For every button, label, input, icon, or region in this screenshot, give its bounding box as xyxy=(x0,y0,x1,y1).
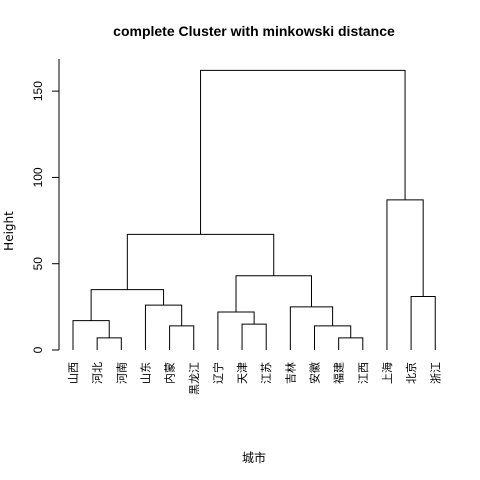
y-tick-label: 100 xyxy=(31,167,45,187)
dendrogram-link xyxy=(217,311,255,350)
dendrogram-branches xyxy=(72,69,436,350)
leaf-label: 江西 xyxy=(357,362,370,384)
dendrogram-link xyxy=(200,69,406,235)
leaf-label: 吉林 xyxy=(283,362,297,384)
leaf-label: 天津 xyxy=(236,362,249,384)
leaf-label: 浙江 xyxy=(429,362,442,384)
dendrogram-link xyxy=(338,337,364,350)
y-axis-ticks: 0 50 100 150 xyxy=(31,81,59,353)
leaf-label: 福建 xyxy=(332,362,346,384)
leaf-label: 内蒙 xyxy=(163,362,177,384)
leaf-label: 黑龙江 xyxy=(188,362,201,395)
dendrogram-link xyxy=(410,296,436,350)
dendrogram-link xyxy=(144,304,183,350)
leaf-label: 山东 xyxy=(139,362,152,384)
y-tick-label: 50 xyxy=(31,257,45,271)
y-tick-label: 0 xyxy=(31,346,45,353)
leaf-label: 上海 xyxy=(380,362,394,384)
leaf-label: 安徽 xyxy=(308,362,322,384)
leaf-labels: 山西 河北 河南 山东 内蒙 黑龙江 辽宁 天津 江苏 吉林 安徽 福建 江西 上海 北京 浙江 xyxy=(67,362,442,395)
dendrogram-link xyxy=(314,325,352,350)
dendrogram-link xyxy=(289,306,334,350)
dendrogram-link xyxy=(96,337,122,350)
dendrogram-link xyxy=(72,320,110,350)
leaf-label: 山西 xyxy=(67,362,80,384)
leaf-label: 河南 xyxy=(115,362,128,384)
dendrogram-link xyxy=(126,233,275,290)
leaf-label: 辽宁 xyxy=(211,362,225,384)
y-tick-label: 150 xyxy=(31,81,45,101)
dendrogram-link xyxy=(169,325,195,350)
leaf-label: 江苏 xyxy=(260,362,273,384)
chart-title: complete Cluster with minkowski distance xyxy=(113,23,395,39)
leaf-label: 北京 xyxy=(404,362,418,384)
leaf-label: 河北 xyxy=(91,362,104,384)
dendrogram-link xyxy=(235,275,312,313)
y-axis-label: Height xyxy=(2,211,16,251)
dendrogram-link xyxy=(241,323,267,350)
x-axis-label: 城市 xyxy=(242,450,266,465)
dendrogram-link xyxy=(386,199,424,350)
